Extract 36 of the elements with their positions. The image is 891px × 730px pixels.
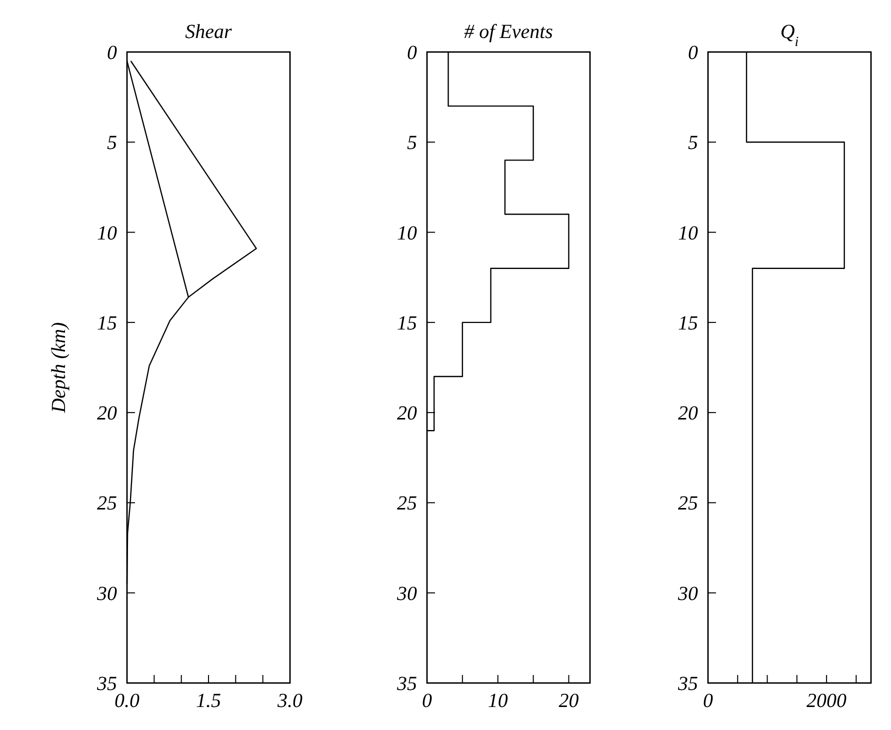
y-tick-label: 15 bbox=[397, 312, 417, 334]
y-tick-label: 25 bbox=[397, 492, 417, 515]
y-tick-label: 30 bbox=[96, 582, 117, 605]
chart-title: Q$_{i}$ bbox=[780, 21, 799, 50]
y-axis-title: Depth (km) bbox=[48, 322, 70, 414]
y-tick-label: 35 bbox=[96, 673, 117, 695]
y-tick-label: 25 bbox=[97, 492, 117, 515]
x-tick-label: 0 bbox=[703, 690, 713, 712]
y-tick-label: 15 bbox=[678, 312, 698, 334]
y-tick-label: 0 bbox=[107, 42, 117, 64]
chart-title: # of Events bbox=[464, 21, 554, 43]
y-tick-label: 35 bbox=[396, 673, 417, 695]
y-tick-label: 10 bbox=[678, 222, 698, 244]
y-tick-label: 25 bbox=[678, 492, 698, 515]
y-tick-label: 30 bbox=[677, 582, 698, 605]
y-tick-label: 20 bbox=[397, 402, 417, 425]
y-tick-label: 35 bbox=[677, 673, 698, 695]
y-tick-label: 10 bbox=[97, 222, 117, 244]
x-tick-label: 1.5 bbox=[196, 690, 221, 712]
x-tick-label: 2000 bbox=[806, 690, 847, 712]
y-tick-label: 10 bbox=[397, 222, 417, 244]
chart-title: Shear bbox=[185, 21, 232, 43]
x-tick-label: 20 bbox=[558, 690, 579, 712]
x-tick-label: 10 bbox=[488, 690, 508, 712]
x-tick-label: 0.0 bbox=[114, 690, 140, 712]
x-tick-label: 0 bbox=[422, 690, 432, 712]
y-tick-label: 0 bbox=[407, 42, 417, 64]
y-tick-label: 20 bbox=[97, 402, 117, 425]
y-tick-label: 5 bbox=[688, 132, 698, 154]
y-tick-label: 5 bbox=[107, 132, 117, 154]
y-tick-label: 5 bbox=[407, 132, 417, 154]
x-tick-label: 3.0 bbox=[276, 690, 302, 712]
y-tick-label: 20 bbox=[678, 402, 698, 425]
y-tick-label: 0 bbox=[688, 42, 698, 64]
y-tick-label: 15 bbox=[97, 312, 117, 334]
y-tick-label: 30 bbox=[396, 582, 417, 605]
